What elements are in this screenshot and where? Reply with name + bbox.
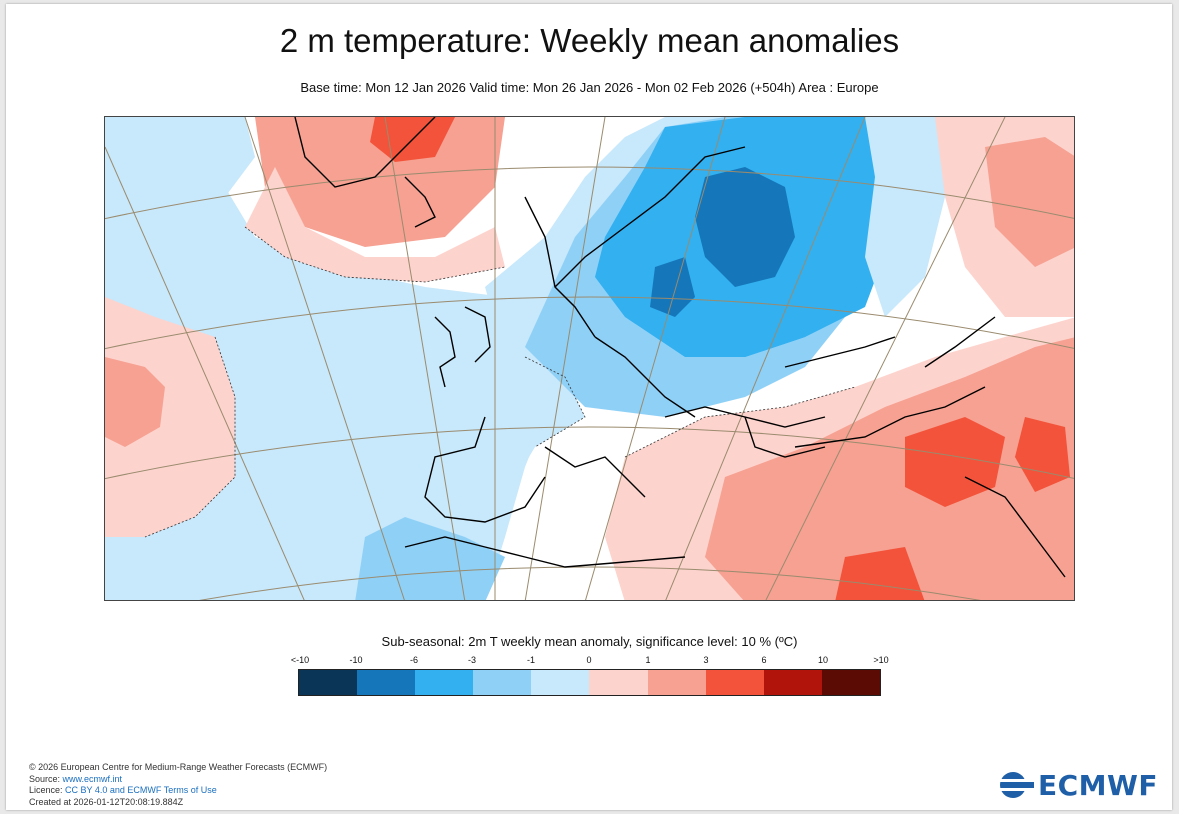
coastlines (294, 117, 1066, 578)
legend-title: Sub-seasonal: 2m T weekly mean anomaly, … (381, 634, 798, 649)
significance-contours (144, 226, 856, 538)
legend-tick: 10 (817, 655, 829, 665)
anomaly-region-north-africa-core (835, 547, 925, 600)
legend-swatch (589, 670, 648, 695)
licence-label: Licence: (29, 785, 66, 795)
source-label: Source: (29, 773, 63, 784)
anomaly-region-greenland (255, 117, 505, 247)
legend-swatch (299, 670, 358, 695)
anomaly-region-ne-blue (865, 117, 945, 317)
anomaly-region-greenland-edge (245, 167, 505, 282)
anomaly-region-northeast-core (985, 137, 1074, 267)
legend-swatch (473, 670, 532, 695)
anomaly-region-core-south (650, 257, 695, 317)
legend-swatch (763, 670, 822, 695)
anomaly-region-northwest (105, 117, 255, 277)
legend-swatch (415, 670, 474, 695)
licence-line: Licence: CC BY 4.0 and ECMWF Terms of Us… (29, 785, 327, 797)
legend-tick: -10 (349, 655, 363, 665)
created-text: Created at 2026-01-12T20:08:19.884Z (29, 796, 184, 807)
credits-block: © 2026 European Centre for Medium-Range … (29, 762, 327, 808)
legend-tick: -1 (526, 655, 536, 665)
anomaly-region-west-atlantic-core (105, 357, 165, 447)
legend-tick: -3 (467, 655, 477, 665)
legend-swatch (531, 670, 590, 695)
anomaly-region-core (695, 167, 795, 287)
page-subtitle: Base time: Mon 12 Jan 2026 Valid time: M… (300, 80, 879, 95)
copyright-text: © 2026 European Centre for Medium-Range … (29, 762, 328, 772)
logo-text: ECMWF (1038, 768, 1159, 802)
map-canvas (105, 117, 1074, 600)
legend-tick: 1 (645, 655, 651, 665)
ecmwf-logo: ECMWF (998, 768, 1158, 802)
anomaly-region-atlantic (105, 177, 585, 600)
legend-swatch (357, 670, 416, 695)
licence-link[interactable]: CC BY 4.0 and ECMWF Terms of Use (65, 785, 217, 795)
legend-swatch (705, 670, 764, 695)
legend-tick: >10 (873, 655, 889, 665)
source-line: Source: www.ecmwf.int (29, 774, 327, 786)
anomaly-region-middle-east (705, 337, 1074, 600)
legend-tick: 3 (703, 655, 709, 665)
source-link[interactable]: www.ecmwf.int (62, 773, 123, 784)
legend-colorbar (298, 669, 881, 696)
legend-tick: -6 (409, 655, 419, 665)
legend-tick: 6 (761, 655, 767, 665)
anomaly-region-arabia-core (1015, 417, 1070, 492)
anomaly-region-sw-blue (355, 517, 505, 600)
legend-swatch (647, 670, 706, 695)
graticule (105, 117, 1074, 600)
legend-tick: <-10 (290, 655, 310, 665)
anomaly-region-west-atlantic (105, 297, 235, 537)
page-title: 2 m temperature: Weekly mean anomalies (279, 22, 900, 59)
anomaly-map[interactable] (104, 116, 1075, 601)
legend-swatch (821, 670, 880, 695)
ecmwf-logo-icon (1000, 772, 1034, 798)
legend-ticks: <-10 -10 -6 -3 -1 0 1 3 6 10 >10 (0, 655, 1179, 667)
legend-tick: 0 (586, 655, 592, 665)
